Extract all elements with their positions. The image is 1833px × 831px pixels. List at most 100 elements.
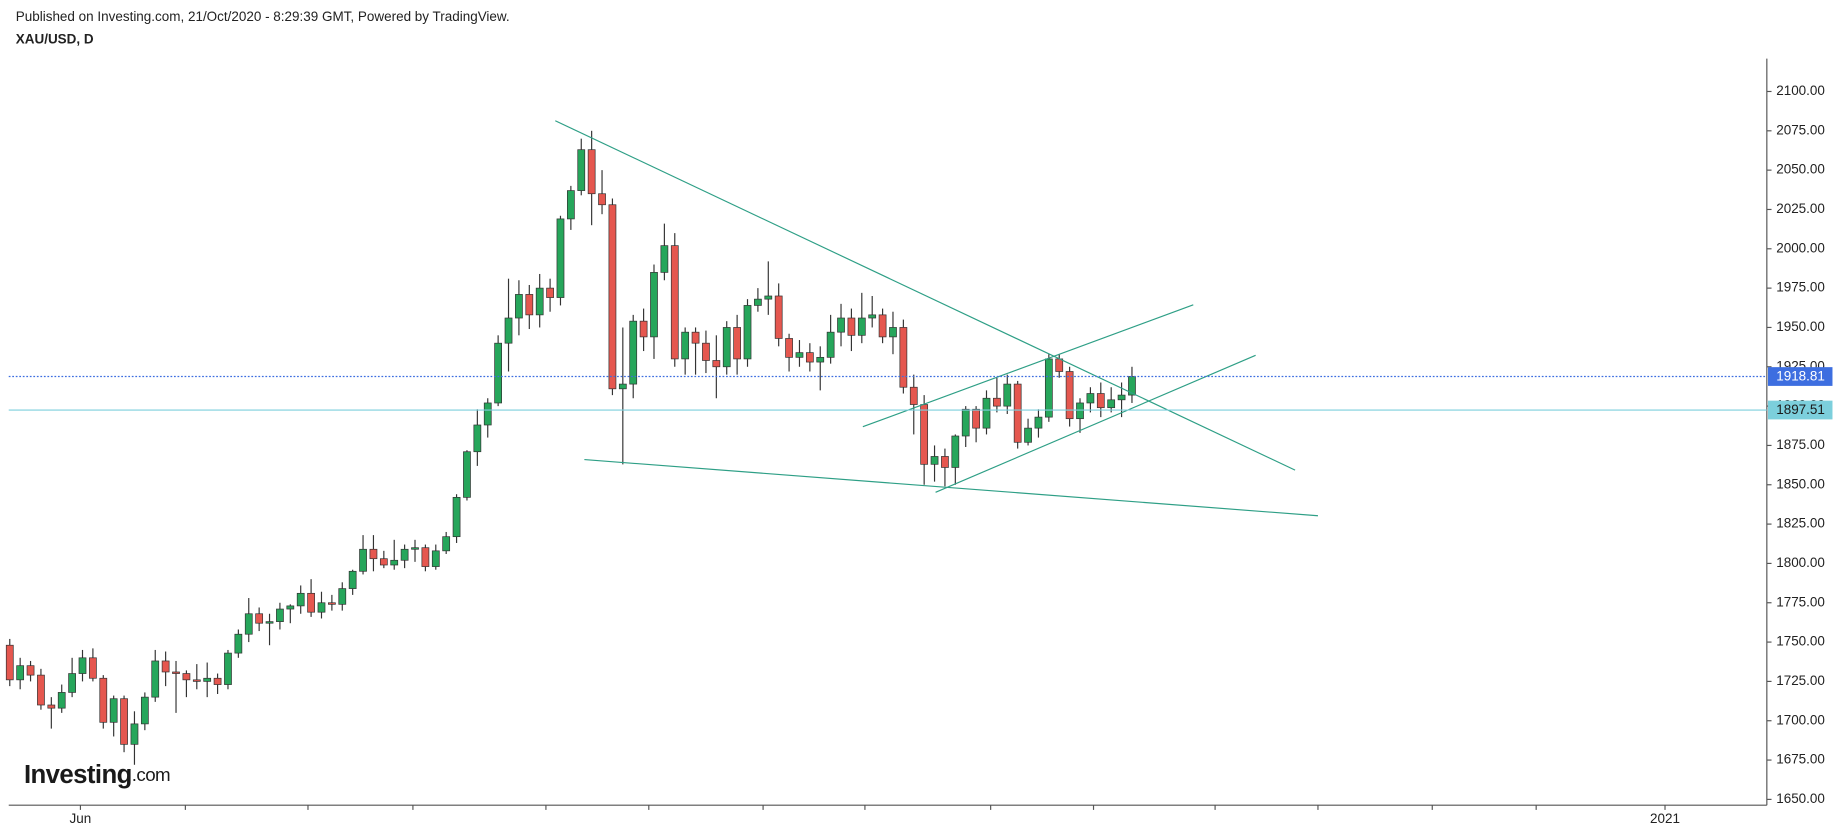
candle-body (878, 314, 887, 338)
y-tick-label: 1800.00 (1776, 555, 1825, 570)
candle-body (411, 547, 419, 550)
candle-body (712, 360, 721, 368)
y-tick-label: 1700.00 (1776, 712, 1825, 727)
candle-body (670, 245, 679, 360)
trendline (555, 120, 1296, 471)
candle-body (525, 294, 534, 316)
candle-body (785, 338, 793, 358)
candle-body (494, 342, 503, 404)
candle-body (400, 548, 409, 561)
y-tick-label: 1875.00 (1776, 437, 1825, 452)
candle-body (140, 696, 149, 725)
candle-body (909, 386, 918, 405)
candle-body (805, 352, 814, 363)
candle-body (130, 723, 139, 745)
candle-body (234, 633, 243, 654)
candle-body (47, 704, 56, 709)
y-tick-label: 1775.00 (1776, 594, 1825, 609)
candle-body (213, 677, 222, 685)
candle-body (972, 408, 980, 429)
candle-body (857, 317, 866, 336)
candle-body (1096, 393, 1105, 409)
candle-body (338, 588, 347, 605)
candle-body (89, 657, 97, 679)
candle-body (961, 408, 970, 437)
candle-body (556, 218, 565, 298)
candle-body (1107, 399, 1116, 409)
candle-body (1013, 383, 1022, 443)
candle-body (702, 342, 710, 361)
y-tick-label: 1725.00 (1776, 673, 1825, 688)
candle-body (982, 397, 991, 429)
candle-body (57, 692, 66, 709)
candle-body (889, 327, 897, 338)
candle-body (307, 592, 315, 613)
candle-body (421, 547, 430, 567)
candle-body (276, 608, 284, 622)
candle-body (286, 605, 295, 610)
y-tick-label: 2100.00 (1776, 83, 1825, 98)
candle-body (255, 613, 264, 624)
candle-body (515, 294, 523, 319)
logo: Investing.com (24, 761, 170, 789)
candle-body (463, 451, 471, 498)
candle-body (826, 331, 835, 358)
candle-body (899, 327, 908, 388)
candle-body (535, 287, 544, 316)
candle-body (733, 327, 741, 360)
y-tick-label: 1675.00 (1776, 752, 1825, 767)
trendline (862, 304, 1194, 428)
candle-body (743, 305, 752, 360)
candle-body (608, 204, 617, 390)
candle-body (1117, 394, 1126, 401)
candle-body (224, 652, 232, 685)
candle-body (847, 317, 856, 336)
candle-body (452, 496, 461, 538)
candle-body (359, 548, 367, 572)
candle-body (328, 602, 336, 605)
candle-body (390, 559, 399, 566)
y-tick-label: 1750.00 (1776, 634, 1825, 649)
candle-body (1055, 358, 1064, 372)
candle-body (816, 356, 825, 363)
candle-body (598, 193, 606, 206)
y-tick-label: 1850.00 (1776, 476, 1825, 491)
candle-body (764, 295, 773, 300)
candle-body (941, 456, 949, 468)
candle-body (5, 644, 14, 681)
x-tick-label: 2021 (1650, 811, 1680, 826)
chart-title: XAU/USD, D (16, 31, 94, 46)
candle-body (639, 320, 648, 338)
candle-body (192, 679, 201, 682)
candle-body (722, 327, 731, 368)
candle-body (473, 424, 482, 453)
logo-suffix: .com (132, 764, 170, 785)
price-label: 1897.51 (1776, 402, 1825, 417)
y-tick-label: 2025.00 (1776, 201, 1825, 216)
candle-body (151, 660, 160, 698)
candle-body (442, 536, 451, 552)
candle-body (182, 673, 191, 681)
publisher-note: Published on Investing.com, 21/Oct/2020 … (16, 9, 510, 24)
candle-body (483, 402, 492, 426)
candle-body (37, 674, 45, 706)
candle-body (244, 613, 253, 635)
candle-body (379, 558, 388, 566)
candle-body (951, 435, 960, 468)
price-label-box (1768, 367, 1833, 386)
candle-body (660, 245, 669, 273)
price-label-box (1768, 400, 1833, 420)
y-tick-label: 2000.00 (1776, 240, 1825, 255)
candle-body (774, 295, 783, 339)
candle-body (296, 592, 305, 607)
candle-body (587, 149, 596, 195)
candle-body (546, 287, 554, 298)
candle-body (172, 671, 180, 674)
candle-body (993, 397, 1001, 407)
logo-main: Investing (24, 761, 132, 789)
y-tick-label: 1975.00 (1776, 280, 1825, 295)
candle-body (795, 352, 804, 358)
candle-body (1044, 358, 1053, 418)
